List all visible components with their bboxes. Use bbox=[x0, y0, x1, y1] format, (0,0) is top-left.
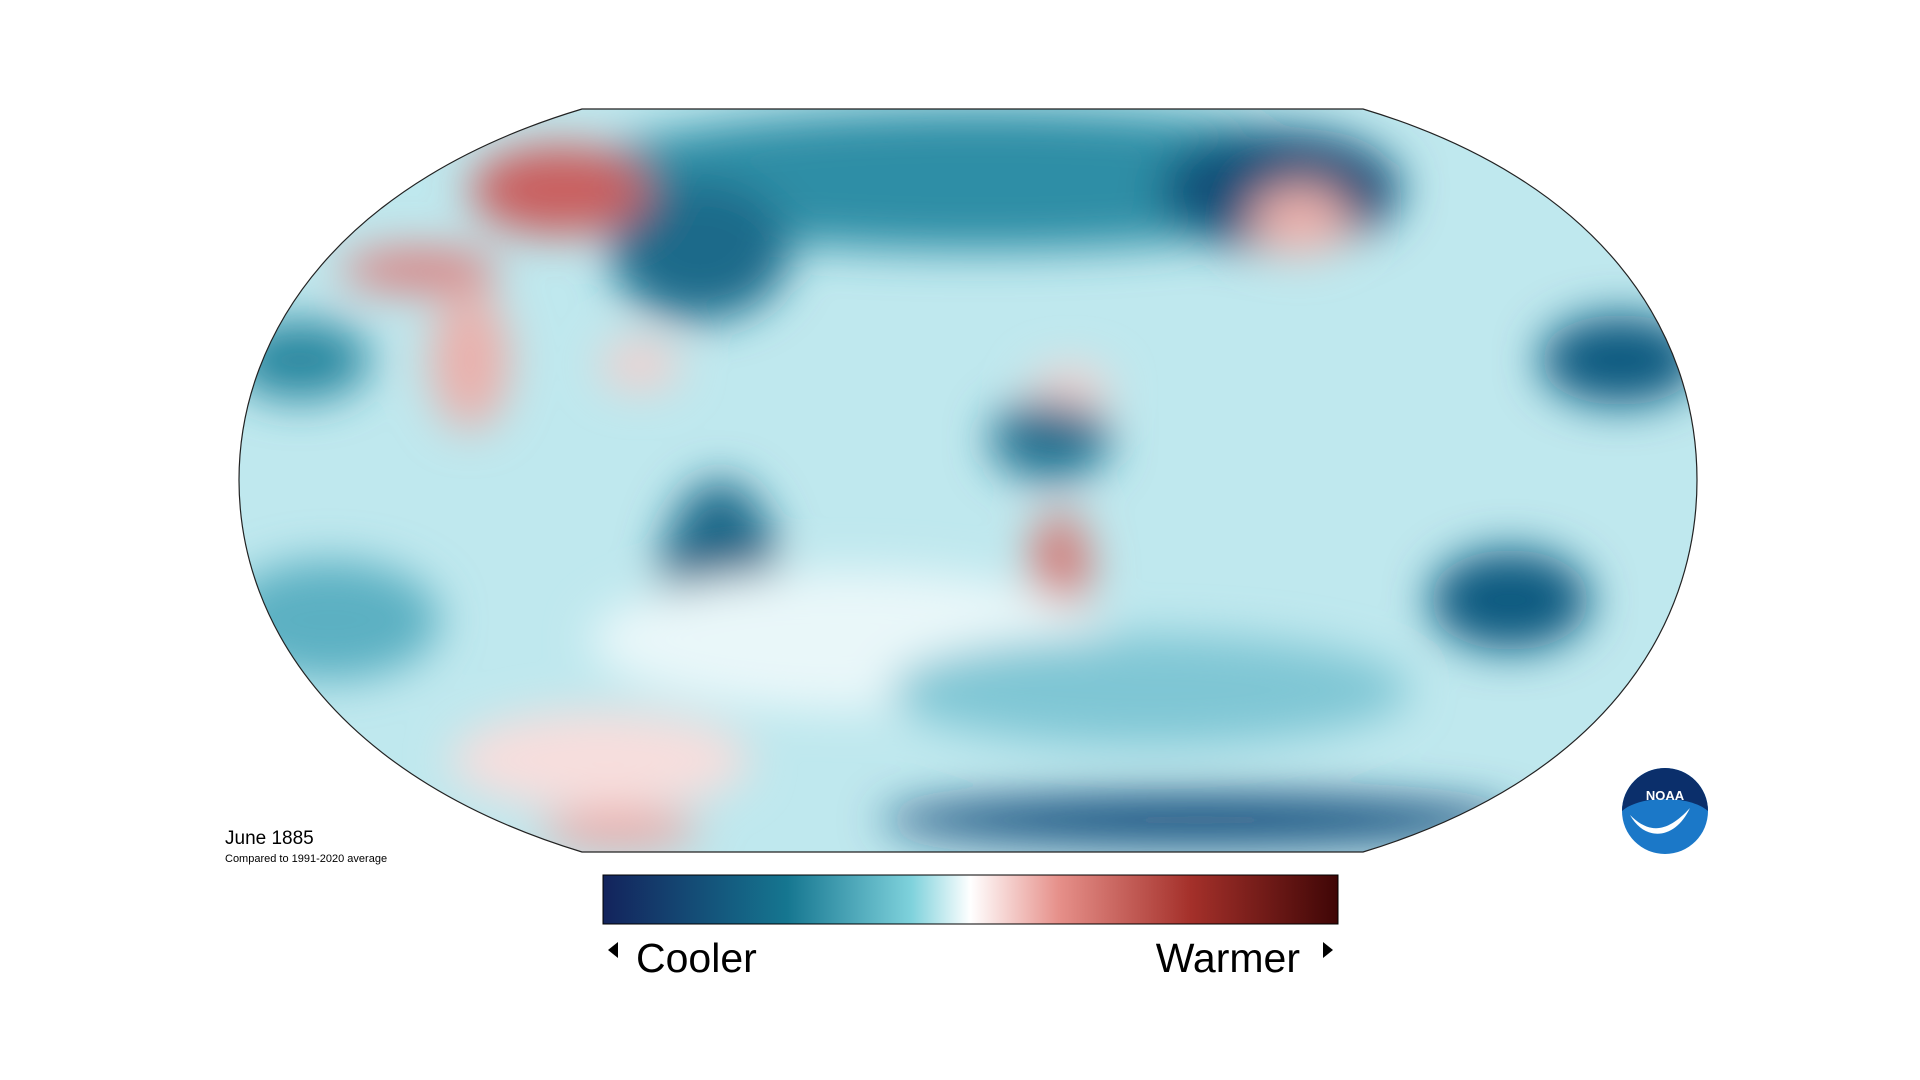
map-subtitle: Compared to 1991-2020 average bbox=[225, 853, 387, 865]
noaa-logo: NOAA bbox=[1622, 768, 1708, 854]
warmer-arrow bbox=[1323, 942, 1333, 958]
color-bar bbox=[602, 874, 1339, 925]
map-outline bbox=[238, 108, 1698, 853]
legend-high: Warmer bbox=[1156, 935, 1300, 981]
cooler-arrow bbox=[608, 942, 618, 958]
anomaly-map bbox=[239, 109, 1697, 852]
legend-low: Cooler bbox=[636, 935, 757, 981]
logo-text: NOAA bbox=[1646, 788, 1685, 803]
map-title: June 1885 bbox=[225, 828, 314, 849]
